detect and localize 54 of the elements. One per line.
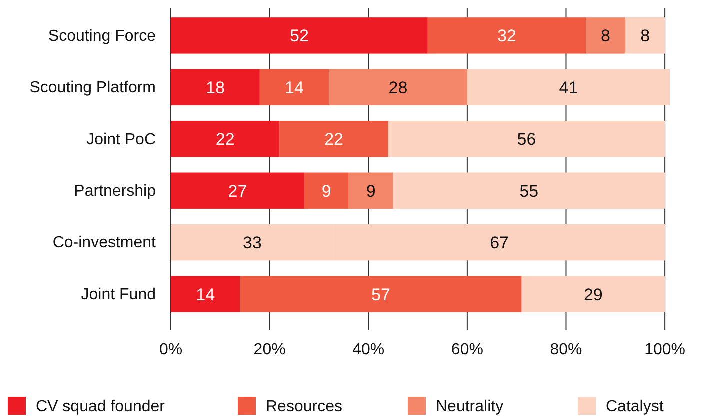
y-tick-label: Partnership [74, 182, 156, 200]
bar [171, 172, 304, 209]
legend-label: Catalyst [606, 398, 664, 416]
data-label: 41 [559, 78, 578, 98]
x-tick-label: 100% [644, 341, 686, 358]
data-label: 14 [196, 285, 216, 304]
bar [428, 18, 586, 54]
bar [348, 172, 394, 209]
data-label: 22 [324, 130, 344, 150]
bar [260, 69, 330, 106]
bar [171, 18, 428, 54]
x-tick-label: 60% [451, 341, 484, 358]
legend-label: Resources [266, 398, 342, 416]
data-label: 14 [285, 78, 304, 98]
x-tick-label: 80% [550, 341, 582, 358]
bar [304, 172, 349, 209]
y-tick-label: Scouting Platform [30, 80, 156, 97]
data-label: 56 [517, 130, 536, 150]
data-label: 52 [290, 26, 309, 46]
x-tick-label: 20% [254, 341, 286, 358]
bar [329, 69, 468, 106]
y-tick-label: Co-investment [52, 234, 157, 252]
bar [388, 121, 666, 158]
legend-label: CV squad founder [36, 398, 166, 416]
bar [280, 121, 388, 158]
data-label: 57 [372, 285, 390, 304]
legend-label: Neutrality [436, 398, 504, 416]
data-label: 29 [584, 285, 603, 304]
data-label: 22 [216, 130, 235, 150]
x-tick-label: 40% [352, 341, 385, 358]
bar [240, 276, 522, 312]
bar [522, 276, 666, 312]
bar [393, 172, 666, 209]
data-label: 18 [206, 78, 225, 98]
bar [626, 18, 666, 54]
data-label: 8 [601, 26, 611, 46]
data-label: 27 [228, 182, 248, 201]
x-tick-label: 0% [159, 341, 183, 358]
bar [467, 69, 670, 106]
data-label: 33 [243, 234, 262, 253]
data-label: 9 [366, 182, 376, 201]
bar [171, 121, 280, 158]
y-tick-label: Joint Fund [81, 286, 156, 304]
data-label: 9 [322, 182, 332, 201]
data-label: 8 [640, 26, 650, 46]
data-label: 28 [388, 78, 408, 98]
y-tick-label: Joint PoC [86, 131, 156, 148]
bar [171, 276, 240, 312]
data-label: 55 [520, 182, 539, 201]
bar [586, 18, 626, 54]
y-tick-label: Scouting Force [48, 28, 156, 45]
data-label: 67 [490, 234, 510, 253]
bar [171, 69, 260, 106]
data-label: 32 [498, 26, 516, 46]
